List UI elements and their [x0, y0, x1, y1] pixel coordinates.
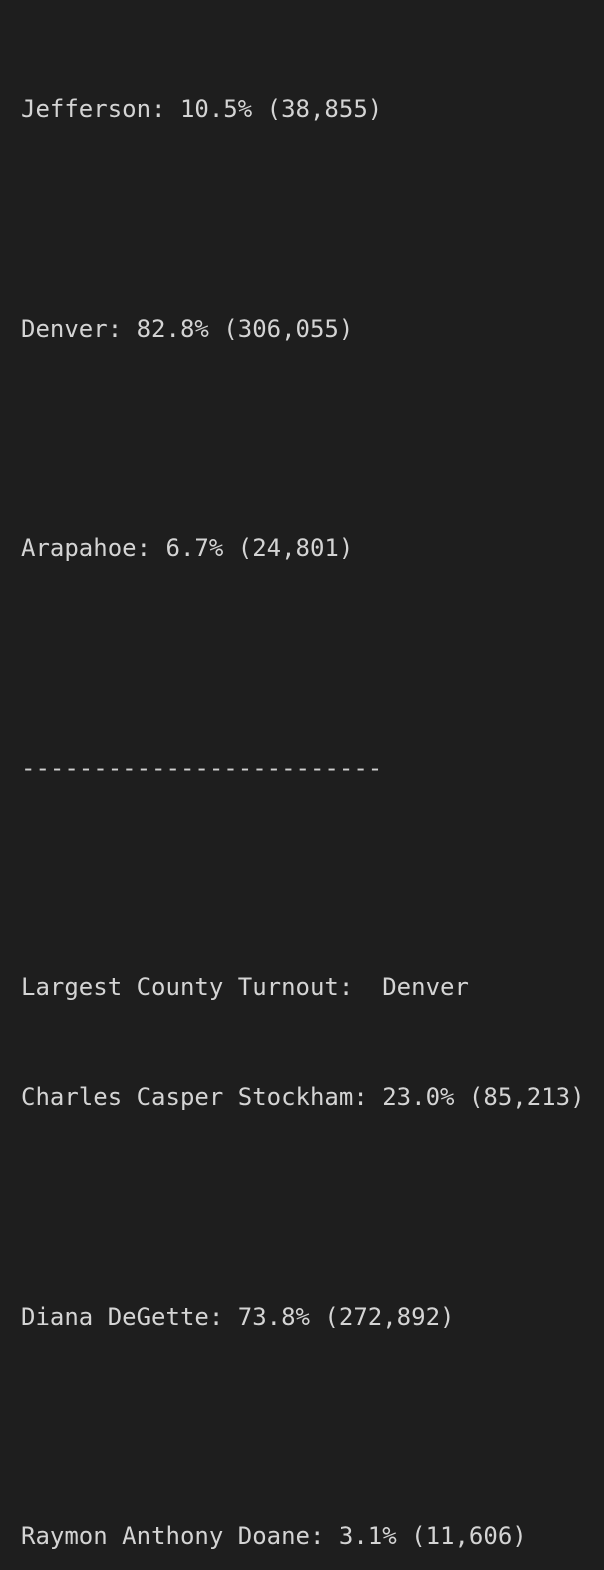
- county-line-arapahoe: Arapahoe: 6.7% (24,801): [21, 534, 354, 563]
- terminal-output: Jefferson: 10.5% (38,855) Denver: 82.8% …: [21, 95, 604, 1551]
- candidate-line-stockham: Charles Casper Stockham: 23.0% (85,213): [21, 1083, 585, 1112]
- blank-line: [21, 860, 604, 897]
- blank-line: [21, 201, 604, 238]
- blank-line: [21, 640, 604, 677]
- candidate-line-degette: Diana DeGette: 73.8% (272,892): [21, 1302, 455, 1331]
- blank-line: [21, 1189, 604, 1226]
- separator-line: -------------------------: [21, 753, 383, 782]
- blank-line: [21, 421, 604, 458]
- blank-line: [21, 1409, 604, 1446]
- county-line-jefferson: Jefferson: 10.5% (38,855): [21, 95, 383, 124]
- candidate-line-doane: Raymon Anthony Doane: 3.1% (11,606): [21, 1522, 527, 1551]
- largest-county-turnout: Largest County Turnout: Denver: [21, 973, 469, 1002]
- county-line-denver: Denver: 82.8% (306,055): [21, 314, 354, 343]
